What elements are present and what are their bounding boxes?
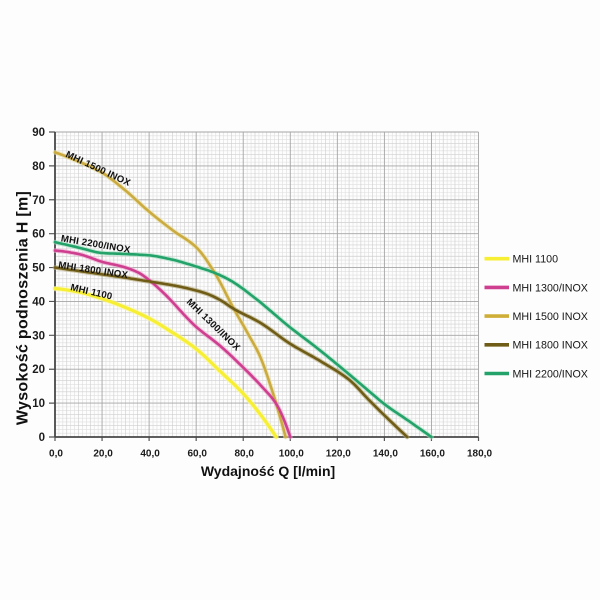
svg-text:30: 30 (32, 330, 45, 342)
svg-text:MHI 1800 INOX: MHI 1800 INOX (513, 340, 588, 352)
svg-text:40: 40 (32, 296, 45, 308)
svg-text:Wysokość podnoszenia H [m]: Wysokość podnoszenia H [m] (15, 191, 32, 425)
svg-text:70: 70 (32, 195, 45, 207)
svg-text:MHI 1100: MHI 1100 (513, 254, 559, 266)
svg-text:80: 80 (32, 161, 45, 173)
svg-text:Wydajność Q [l/min]: Wydajność Q [l/min] (201, 463, 335, 479)
svg-text:MHI 1300/INOX: MHI 1300/INOX (513, 282, 588, 294)
svg-text:40,0: 40,0 (140, 449, 160, 460)
svg-text:60: 60 (32, 229, 45, 241)
svg-text:50: 50 (32, 263, 45, 275)
svg-text:120,0: 120,0 (326, 449, 351, 460)
svg-text:MHI 1500 INOX: MHI 1500 INOX (513, 311, 588, 323)
svg-text:160,0: 160,0 (420, 449, 445, 460)
svg-text:10: 10 (32, 398, 45, 410)
svg-text:80,0: 80,0 (234, 449, 254, 460)
svg-text:90: 90 (32, 127, 45, 139)
svg-text:MHI 2200/INOX: MHI 2200/INOX (513, 368, 588, 380)
svg-text:20,0: 20,0 (93, 449, 113, 460)
svg-text:140,0: 140,0 (373, 449, 398, 460)
svg-text:0,0: 0,0 (49, 449, 63, 460)
svg-text:0: 0 (39, 432, 45, 444)
svg-text:100,0: 100,0 (279, 449, 304, 460)
svg-text:20: 20 (32, 364, 45, 376)
svg-text:180,0: 180,0 (467, 449, 492, 460)
svg-text:60,0: 60,0 (187, 449, 207, 460)
